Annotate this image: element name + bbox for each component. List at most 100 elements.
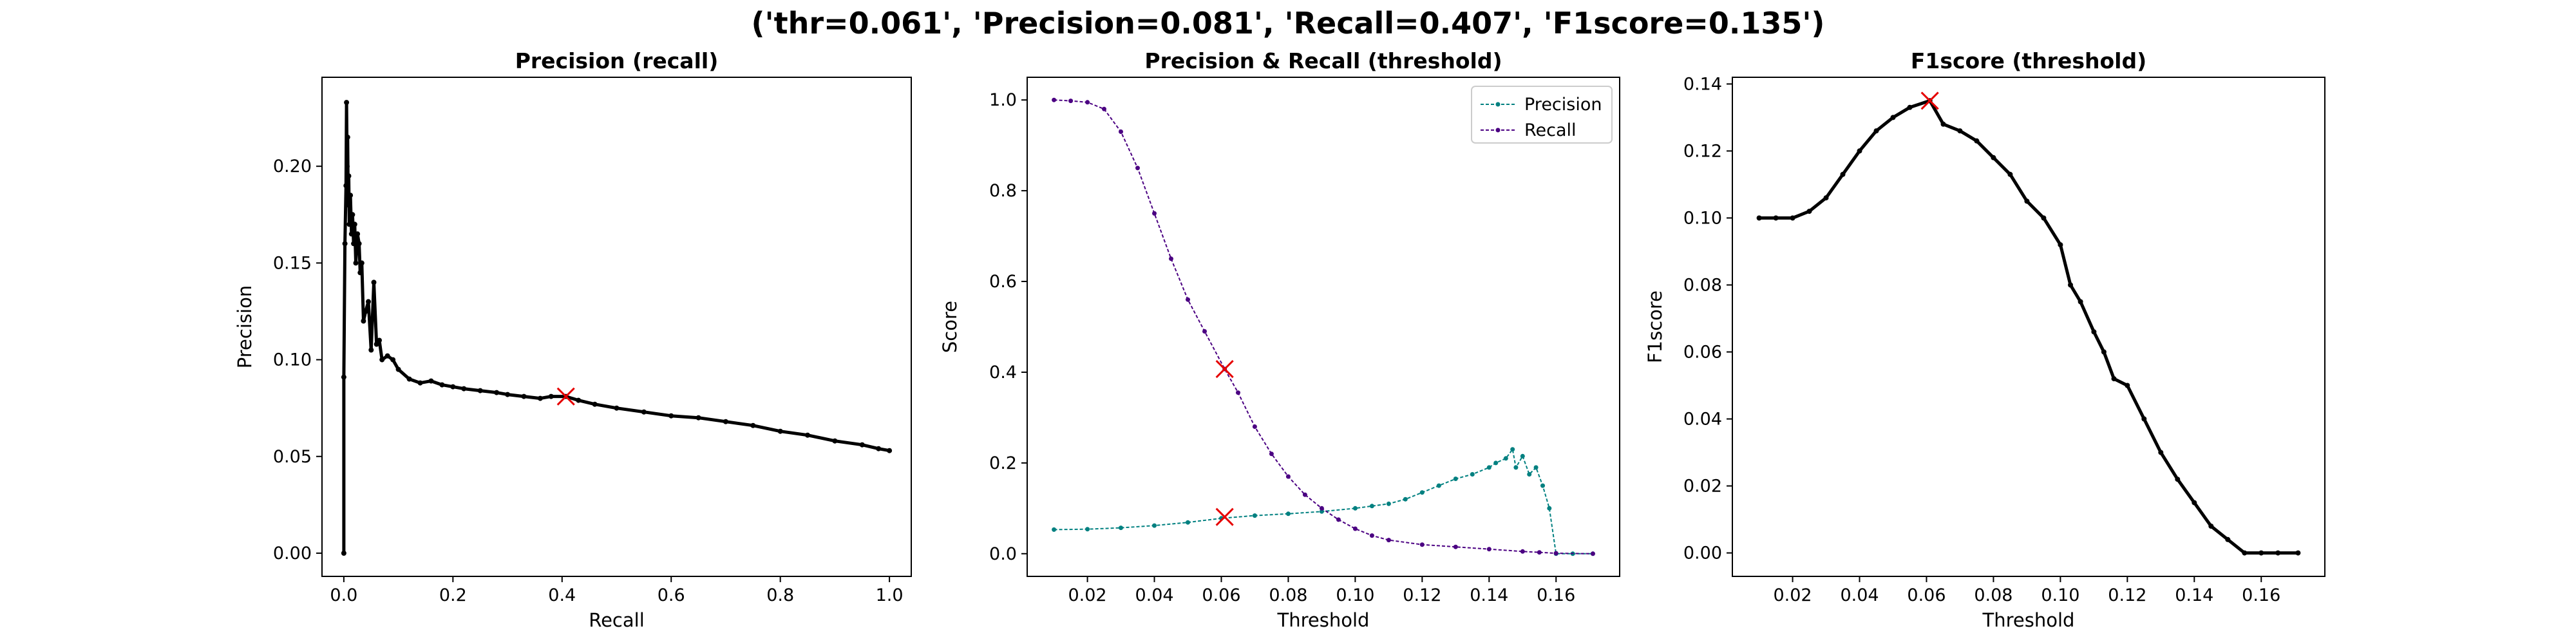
data-point	[2242, 550, 2248, 556]
series-line	[1054, 448, 1593, 554]
series-curve	[1756, 98, 2301, 556]
y-axis-label: Precision	[234, 285, 256, 368]
y-tick-label: 0.15	[273, 253, 312, 273]
data-point	[1513, 465, 1519, 470]
data-point	[2192, 500, 2197, 506]
data-point	[1152, 211, 1157, 216]
data-point	[344, 100, 350, 106]
data-point	[346, 222, 352, 227]
data-point	[614, 405, 620, 411]
axes-frame	[1027, 77, 1620, 577]
data-point	[1773, 215, 1779, 221]
data-point	[371, 279, 377, 285]
data-point	[2024, 198, 2030, 204]
data-point	[1386, 538, 1391, 543]
data-point	[1590, 551, 1595, 556]
data-point	[361, 318, 366, 324]
data-point	[1419, 542, 1425, 547]
y-tick-label: 0.02	[1683, 477, 1722, 497]
data-point	[1269, 451, 1274, 457]
data-point	[1533, 465, 1539, 470]
x-tick-label: 0.14	[2175, 585, 2213, 605]
x-tick-label: 0.8	[766, 585, 794, 605]
data-point	[2007, 171, 2013, 177]
data-point	[357, 270, 363, 276]
data-point	[1302, 492, 1307, 497]
y-tick-label: 0.10	[273, 350, 312, 370]
data-point	[1085, 527, 1090, 532]
axes-frame	[321, 77, 912, 577]
data-point	[1252, 424, 1257, 429]
series-line	[1054, 99, 1593, 554]
panel-3: F1score (threshold) 0.02 0.04 0.06 0.08 0.10 0…	[1644, 48, 2325, 631]
data-point	[1790, 215, 1795, 221]
data-point	[348, 231, 354, 237]
data-point	[641, 409, 647, 415]
y-tick-label: 0.00	[1683, 544, 1722, 564]
series-line	[342, 100, 890, 553]
data-point	[2295, 550, 2301, 556]
series-curve	[341, 100, 893, 556]
data-point	[1453, 544, 1458, 549]
highlight-marker	[1215, 507, 1234, 526]
x-tick-label: 0.08	[1974, 585, 2012, 605]
data-point	[1890, 115, 1896, 120]
data-point	[1873, 128, 1879, 134]
y-tick-label: 0.4	[989, 363, 1017, 383]
data-point	[777, 428, 783, 434]
data-point	[352, 222, 357, 227]
data-point	[2141, 416, 2147, 422]
data-point	[351, 241, 357, 247]
data-point	[346, 173, 352, 179]
x-tick-label: 0.02	[1068, 585, 1106, 605]
data-point	[1236, 390, 1240, 395]
data-point	[2158, 450, 2164, 455]
data-point	[368, 347, 374, 353]
y-tick-label: 0.08	[1683, 275, 1722, 295]
data-point	[1068, 99, 1074, 104]
x-axis-label: Threshold	[1982, 609, 2075, 631]
panel-title: F1score (threshold)	[1911, 48, 2146, 73]
x-tick-label: 0.08	[1269, 585, 1307, 605]
data-point	[428, 378, 434, 384]
data-point	[1520, 549, 1525, 554]
data-point	[353, 260, 359, 266]
data-point	[2225, 536, 2231, 542]
x-tick-label: 0.06	[1907, 585, 1946, 605]
data-point	[439, 382, 445, 388]
data-point	[2125, 383, 2130, 388]
data-point	[1319, 509, 1324, 514]
y-tick-label: 0.8	[989, 181, 1017, 201]
data-point	[1186, 520, 1190, 525]
data-point	[345, 135, 350, 140]
data-point	[887, 448, 893, 453]
data-point	[1806, 209, 1812, 214]
x-tick-label: 1.0	[876, 585, 904, 605]
data-point	[537, 395, 543, 401]
data-point	[2078, 299, 2083, 305]
data-point	[2041, 215, 2047, 221]
data-point	[461, 386, 467, 392]
data-point	[2259, 550, 2264, 556]
data-point	[1135, 166, 1140, 171]
data-point	[1486, 465, 1492, 470]
data-point	[345, 202, 351, 208]
highlight-marker	[1215, 359, 1234, 379]
x-tick-label: 0.14	[1470, 585, 1508, 605]
data-point	[494, 390, 500, 395]
y-tick-label: 0.00	[273, 544, 312, 564]
data-point	[1547, 506, 1552, 511]
data-point	[477, 388, 483, 393]
highlight-marker	[556, 387, 575, 406]
data-point	[1503, 456, 1508, 461]
x-tick-label: 0.16	[1537, 585, 1575, 605]
x-tick-label: 0.10	[2041, 585, 2079, 605]
data-point	[1102, 106, 1106, 111]
legend-label: Recall	[1524, 120, 1577, 140]
data-point	[1336, 517, 1341, 522]
data-point	[723, 419, 728, 424]
data-point	[390, 357, 396, 363]
data-point	[342, 241, 348, 247]
data-point	[384, 353, 390, 359]
data-point	[1285, 511, 1291, 516]
